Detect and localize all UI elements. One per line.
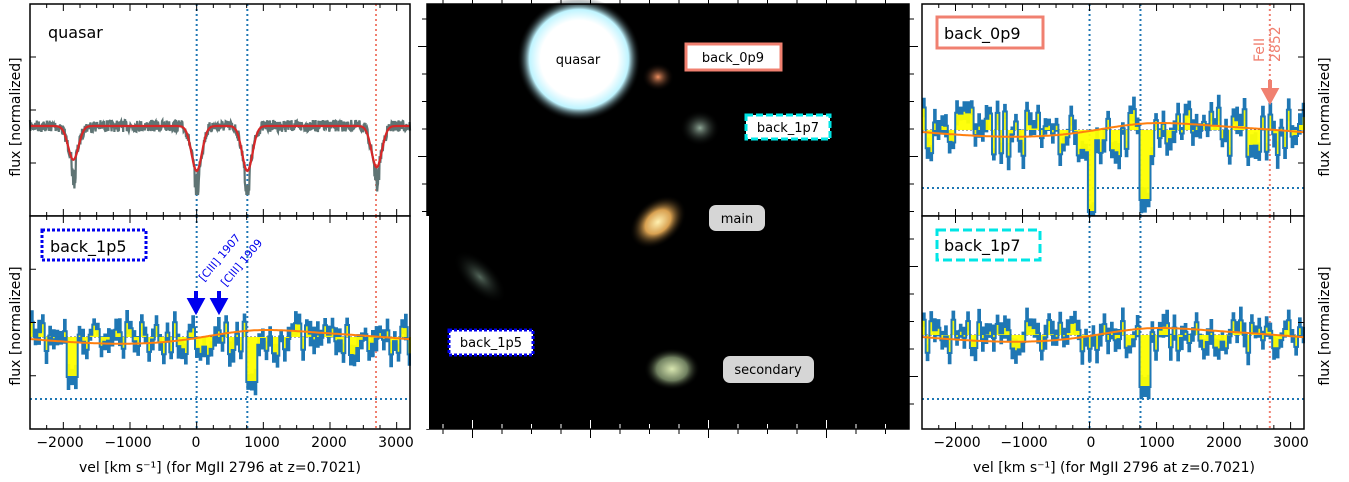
- quasar-observed-spectrum: [28, 116, 412, 196]
- xtick-label: 0: [1087, 435, 1096, 451]
- feii-label-line2: 2852: [1268, 26, 1284, 62]
- panel-back-1p7-title: back_1p7: [944, 236, 1021, 256]
- absorption-fill: [922, 319, 1308, 387]
- img-box-back-0p9: [684, 42, 783, 72]
- ciii-arrows: [186, 291, 229, 316]
- xtick-label: −2000: [933, 435, 980, 451]
- panel-back-1p5-plot: [29, 215, 429, 430]
- panel-back-1p5-box: [40, 228, 148, 262]
- xlabel-left: vel [km s⁻¹] (for MgII 2796 at z=0.7021): [79, 460, 361, 476]
- panel-back-0p9-box: [935, 15, 1045, 50]
- main-source: [629, 195, 687, 249]
- xtick-label: 0: [192, 435, 201, 451]
- feii-label-line1: FeII: [1252, 38, 1268, 62]
- panel-quasar-bg: [30, 4, 410, 216]
- clip-mask: [1305, 4, 1323, 216]
- panel-back-0p9: back_0p9 FeII 2852: [921, 3, 1323, 222]
- xticklabels-left: −2000 −1000 0 1000 2000 3000: [36, 435, 414, 451]
- panel-back-1p7: back_1p7: [921, 215, 1323, 430]
- panel-back-1p7-box: [935, 228, 1042, 262]
- image-panel: quasar back_0p9 back_1p7 main back_1p5 s…: [418, 0, 918, 438]
- spectrum-step-line: [922, 318, 1306, 388]
- img-label-back-1p5: back_1p5: [460, 336, 522, 351]
- xtick-label: 1000: [244, 435, 280, 451]
- xticklabels-right: −2000 −1000 0 1000 2000 3000: [933, 435, 1309, 451]
- back-0p9-source: [642, 63, 674, 91]
- xtick-label: 2000: [1206, 435, 1242, 451]
- xtick-label: 2000: [311, 435, 347, 451]
- quasar-source: [517, 0, 641, 121]
- img-label-back-1p7: back_1p7: [757, 121, 819, 136]
- arrow-down-icon: [209, 291, 229, 316]
- xtick-label: 1000: [1139, 435, 1175, 451]
- back-1p5-source: [453, 250, 507, 304]
- ylabel-right-top: flux [normalized]: [1317, 57, 1333, 176]
- panel-back-1p5-title: back_1p5: [50, 237, 127, 257]
- panel-back-0p9-title: back_0p9: [944, 24, 1021, 44]
- xtick-label: −2000: [36, 435, 83, 451]
- img-label-main: main: [721, 212, 753, 227]
- img-box-back-1p5: [447, 328, 535, 357]
- img-box-back-1p7: [744, 113, 832, 141]
- img-box-secondary: [723, 356, 814, 383]
- quasar-model-line: [30, 124, 410, 173]
- xlabel-right: vel [km s⁻¹] (for MgII 2796 at z=0.7021): [973, 460, 1255, 476]
- panel-back-1p7-plot: [921, 215, 1323, 430]
- arrow-down-icon: [186, 291, 206, 316]
- xtick-label: 3000: [378, 435, 414, 451]
- panel-quasar-title: quasar: [48, 23, 103, 42]
- model-curve: [921, 327, 1305, 343]
- ylabel-left-top: flux [normalized]: [8, 57, 24, 176]
- panel-back-1p5: back_1p5 [CIII] 1907 [CIII] 1909: [29, 215, 429, 430]
- spectrum-step-line: [30, 320, 412, 383]
- model-curve: [921, 122, 1305, 138]
- xtick-label: −1000: [104, 435, 151, 451]
- secondary-source: [644, 348, 700, 390]
- panel-quasar: quasar: [28, 3, 412, 217]
- xtick-label: 3000: [1273, 435, 1309, 451]
- img-label-back-0p9: back_0p9: [702, 51, 764, 66]
- spectrum-step-line: [922, 106, 1306, 213]
- xtick-label: −1000: [1000, 435, 1047, 451]
- img-box-main: [709, 205, 765, 231]
- arrow-down-icon: [1260, 80, 1280, 106]
- back-1p7-source: [680, 110, 720, 146]
- ylabel-left-bottom: flux [normalized]: [8, 266, 24, 385]
- ylabel-right-bottom: flux [normalized]: [1317, 266, 1333, 385]
- panel-back-0p9-plot: [921, 3, 1323, 222]
- clip-mask: [411, 216, 429, 429]
- galaxies: [453, 0, 720, 390]
- img-label-secondary: secondary: [734, 363, 802, 378]
- model-curve: [29, 329, 411, 345]
- img-label-quasar: quasar: [556, 53, 601, 68]
- clip-mask: [1305, 216, 1323, 429]
